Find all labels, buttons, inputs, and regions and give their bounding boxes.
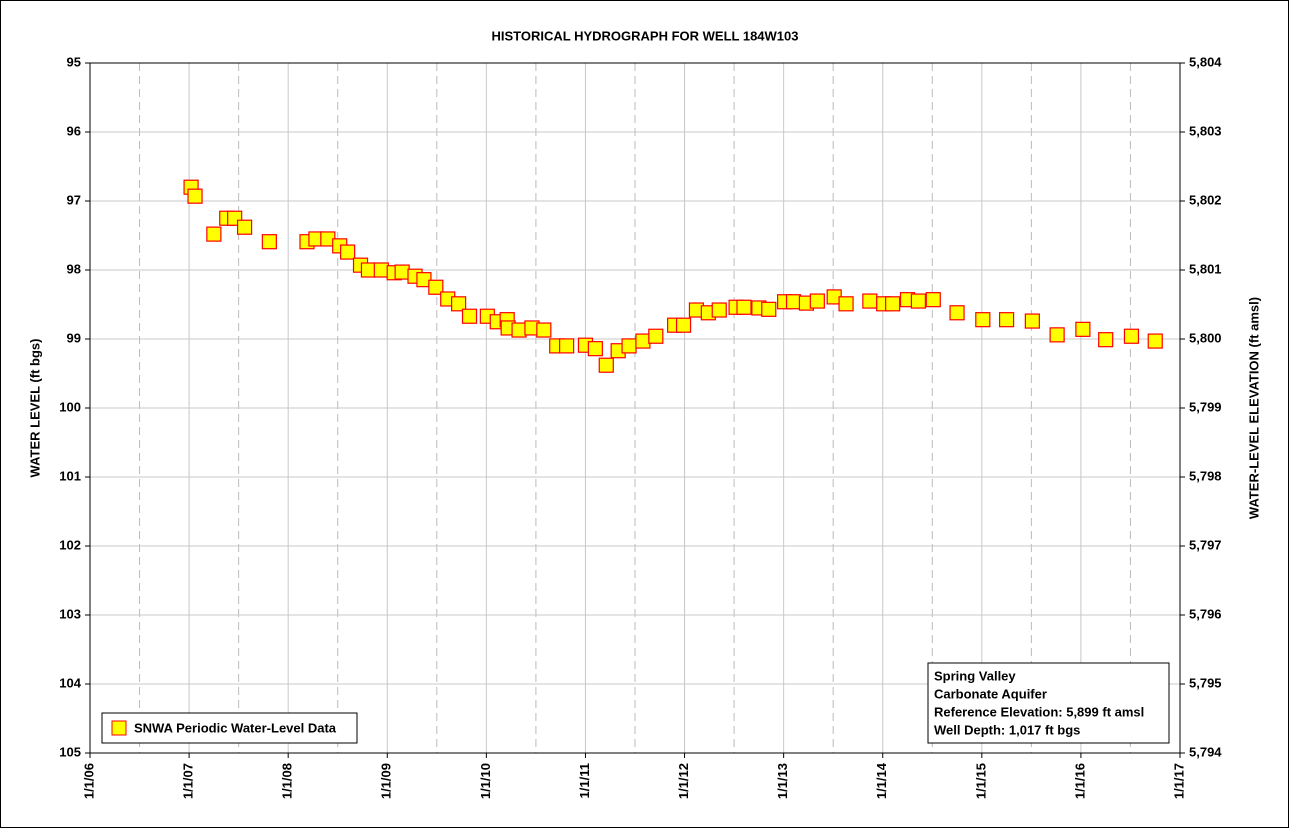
y2-axis-label: WATER-LEVEL ELEVATION (ft amsl) [1246, 297, 1261, 519]
data-point [340, 244, 356, 260]
y-axis-label: WATER LEVEL (ft bgs) [27, 339, 42, 478]
x-tick-label: 1/1/10 [478, 763, 493, 799]
data-point [648, 328, 664, 344]
x-tick-label: 1/1/09 [379, 763, 394, 799]
x-tick-label: 1/1/15 [973, 763, 988, 799]
data-point [862, 293, 878, 309]
data-point [949, 305, 965, 321]
data-point [675, 317, 692, 333]
y2-tick-label: 5,794 [1189, 744, 1222, 759]
data-point [838, 296, 854, 312]
data-point [261, 234, 277, 250]
legend-box [101, 712, 358, 744]
y2-tick-label: 5,800 [1189, 330, 1222, 345]
data-point [910, 293, 927, 309]
data-point [998, 312, 1015, 328]
x-tick-label: 1/1/14 [874, 762, 889, 799]
data-point [187, 188, 203, 204]
y2-tick-label: 5,797 [1189, 537, 1222, 552]
y2-tick-label: 5,796 [1189, 606, 1222, 621]
y-tick-label: 105 [59, 744, 81, 759]
x-tick-label: 1/1/16 [1072, 763, 1087, 799]
data-point [206, 226, 222, 242]
x-tick-label: 1/1/06 [81, 763, 96, 799]
data-point [1075, 321, 1091, 337]
annotation: Carbonate Aquifer [934, 686, 1047, 701]
data-point [1098, 332, 1114, 348]
chart-title: HISTORICAL HYDROGRAPH FOR WELL 184W103 [492, 28, 799, 43]
y-tick-label: 97 [67, 192, 81, 207]
y-tick-label: 102 [59, 537, 81, 552]
data-point [785, 294, 802, 310]
data-point [536, 322, 552, 338]
x-tick-label: 1/1/08 [280, 763, 295, 799]
y2-tick-label: 5,795 [1189, 675, 1222, 690]
y-tick-label: 99 [67, 330, 81, 345]
data-point [559, 338, 575, 354]
data-point [1123, 328, 1140, 344]
y2-tick-label: 5,801 [1189, 261, 1222, 276]
data-point [925, 292, 941, 308]
y-tick-label: 104 [59, 675, 81, 690]
annotation: Reference Elevation: 5,899 ft amsl [934, 704, 1144, 719]
data-point [373, 262, 389, 278]
data-point [587, 341, 603, 357]
data-point [1049, 327, 1065, 343]
y-tick-label: 98 [67, 261, 81, 276]
x-tick-label: 1/1/17 [1171, 763, 1186, 799]
x-tick-label: 1/1/13 [775, 763, 790, 799]
data-point [885, 296, 901, 312]
data-point [598, 357, 614, 373]
legend-label: SNWA Periodic Water-Level Data [134, 720, 337, 735]
data-point [461, 308, 478, 324]
y2-tick-label: 5,802 [1189, 192, 1222, 207]
annotation: Well Depth: 1,017 ft bgs [934, 722, 1080, 737]
data-point [975, 312, 991, 328]
legend-marker [111, 720, 127, 736]
y-tick-label: 100 [59, 399, 81, 414]
y-tick-label: 103 [59, 606, 81, 621]
data-point [236, 219, 253, 235]
data-point [1024, 313, 1040, 329]
data-point [635, 333, 651, 349]
data-point [621, 338, 637, 354]
data-point [711, 302, 727, 318]
y2-tick-label: 5,803 [1189, 123, 1222, 138]
data-point [761, 301, 777, 317]
data-point [1147, 333, 1163, 349]
info-box [927, 662, 1170, 744]
x-tick-label: 1/1/07 [181, 763, 196, 799]
y-tick-label: 101 [59, 468, 81, 483]
y2-tick-label: 5,799 [1189, 399, 1222, 414]
data-point [428, 279, 444, 295]
x-tick-label: 1/1/12 [676, 763, 691, 799]
data-point [451, 296, 467, 312]
y-tick-label: 95 [67, 54, 81, 69]
y2-tick-label: 5,798 [1189, 468, 1222, 483]
y2-tick-label: 5,804 [1189, 54, 1222, 69]
data-point [809, 293, 825, 309]
y-tick-label: 96 [67, 123, 81, 138]
data-point [736, 299, 752, 315]
data-point [360, 262, 377, 278]
annotation: Spring Valley [934, 668, 1016, 683]
x-tick-label: 1/1/11 [577, 763, 592, 798]
data-point [394, 264, 410, 280]
data-point [511, 322, 527, 338]
plot-frame [89, 62, 1181, 754]
